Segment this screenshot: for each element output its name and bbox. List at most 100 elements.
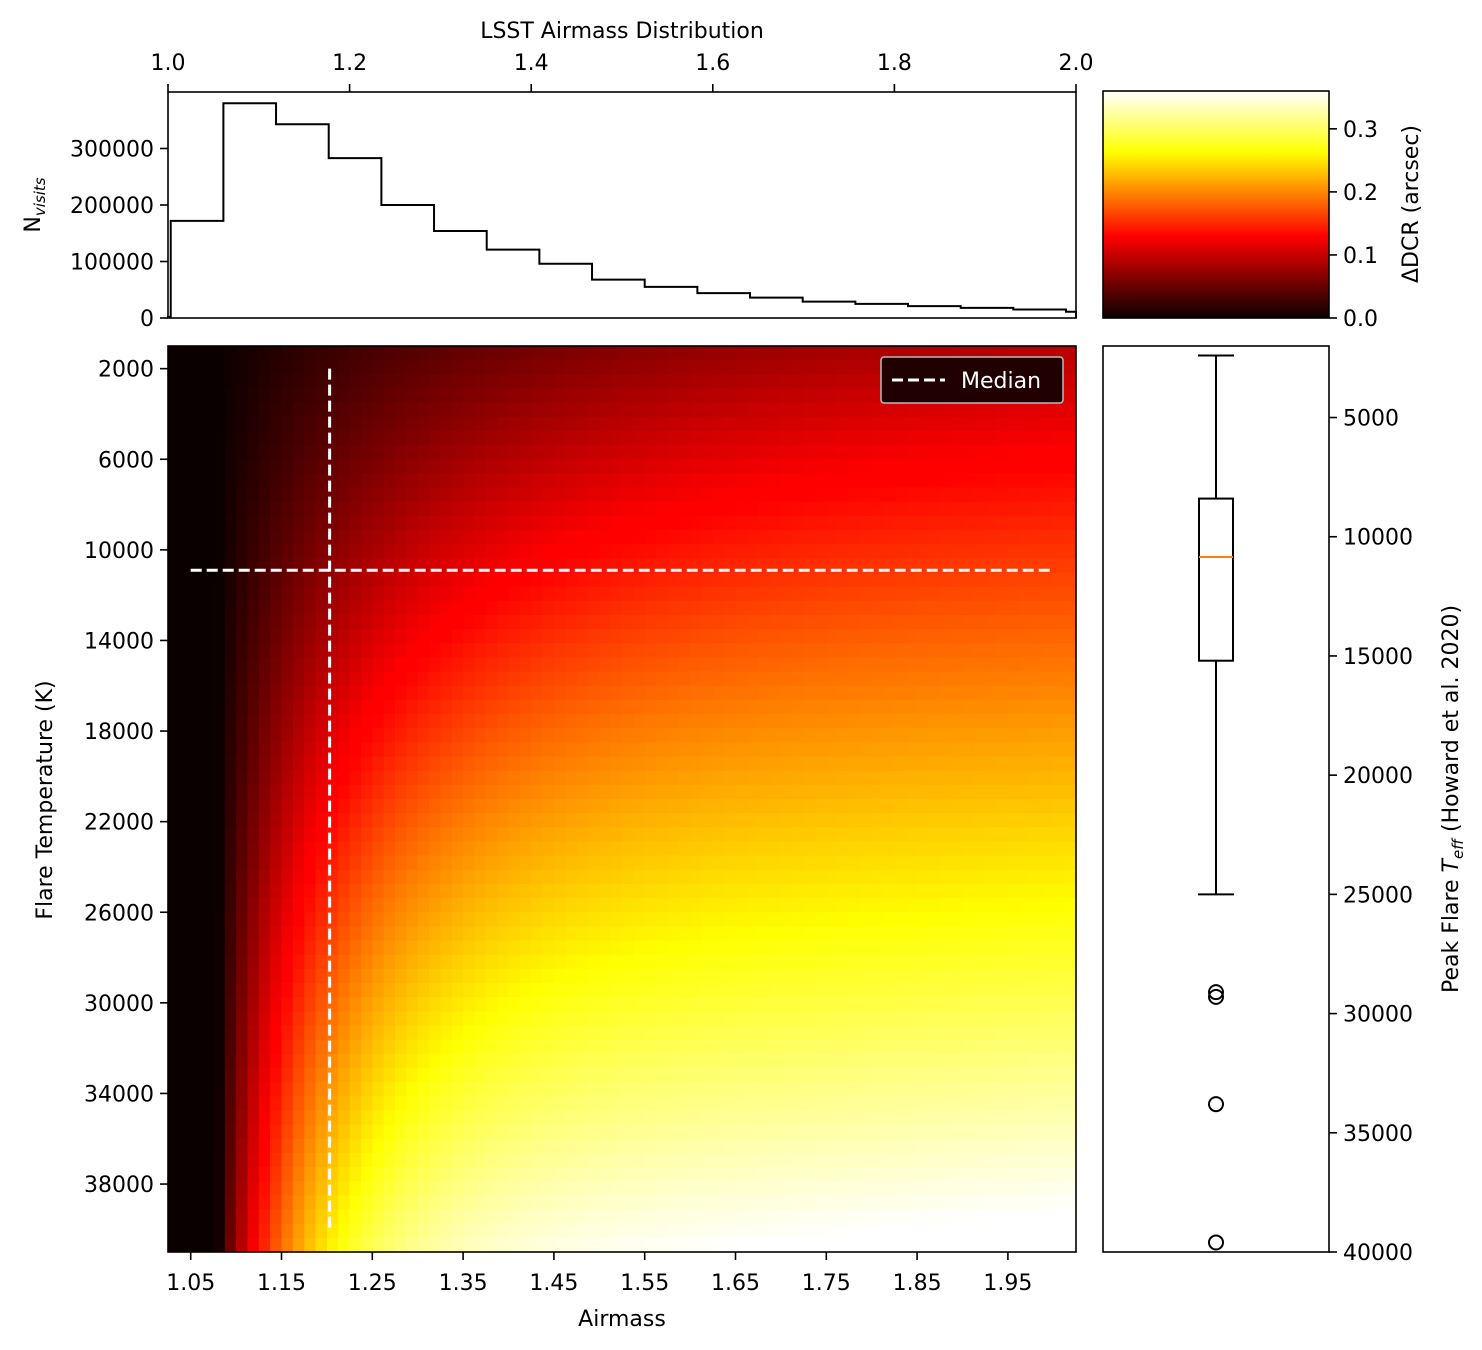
heatmap-cell [1064,1110,1076,1126]
heatmap-cell [179,614,192,630]
heatmap-cell [860,1195,873,1211]
heatmap-cell [372,1039,385,1055]
heatmap-cell [463,572,476,588]
heatmap-cell [917,912,930,928]
heatmap-cell [1064,827,1076,843]
heatmap-cell [485,898,498,913]
heatmap-cell [746,459,759,475]
heatmap-cell [190,813,203,828]
heatmap-cell [519,643,532,659]
heatmap-cell [633,1181,646,1196]
heatmap-cell [349,1053,362,1069]
heatmap-cell [553,1110,566,1126]
heatmap-cell [735,487,748,503]
heatmap-cell [349,1124,362,1140]
heatmap-cell [338,1152,351,1168]
heatmap-cell [973,827,986,843]
heatmap-cell [883,402,895,418]
heatmap-cell [519,685,532,701]
heatmap-cell [519,997,532,1012]
heatmap-cell [372,997,385,1012]
heatmap-cell [928,657,941,673]
heatmap-cell [985,1195,998,1211]
heatmap-cell [701,402,714,418]
heatmap-cell [429,742,441,758]
heatmap-cell [678,459,691,475]
heatmap-cell [542,728,555,743]
heatmap-cell [633,841,646,857]
heatmap-cell [519,614,532,630]
heatmap-cell [758,1124,771,1140]
heatmap-cell [678,714,691,729]
heatmap-cell [247,699,260,715]
heatmap-cell [429,940,441,956]
heatmap-cell [803,360,816,375]
heatmap-cell [281,742,294,758]
heatmap-cell [281,1195,294,1211]
heatmap-cell [746,1011,759,1027]
heatmap-cell [315,586,328,602]
heatmap-cell [769,614,782,630]
heatmap-cell [292,883,305,899]
heatmap-cell [826,869,839,885]
heatmap-cell [485,1124,498,1140]
heatmap-cell [258,756,271,772]
heatmap-cell [553,1053,566,1069]
heatmap-cell [395,869,407,885]
heatmap-cell [996,1167,1009,1182]
heatmap-cell [837,515,850,531]
heatmap-cell [270,1223,283,1239]
heatmap-cell [622,629,634,644]
heatmap-cell [633,501,646,517]
heatmap-cell [849,487,861,503]
heatmap-cell [213,997,226,1012]
heatmap-cell [803,997,816,1012]
heatmap-cell [769,883,782,899]
heatmap-cell [326,699,339,715]
heatmap-cell [883,614,895,630]
heatmap-cell [996,1096,1009,1112]
heatmap-cell [372,1011,385,1027]
heatmap-cell [236,1096,249,1112]
heatmap-cell [769,657,782,673]
heatmap-cell [939,799,952,814]
heatmap-cell [1030,473,1043,489]
heatmap-cell [849,1209,861,1225]
heatmap-cell [429,1167,441,1182]
heatmap-cell [451,430,464,446]
heatmap-cell [236,1039,249,1055]
heatmap-cell [633,1053,646,1069]
heatmap-cell [213,487,226,503]
heatmap-cell [939,430,952,446]
heatmap-cell [883,671,895,687]
heatmap-cell [519,558,532,574]
heatmap-cell [633,997,646,1012]
heatmap-cell [553,643,566,659]
heatmap-cell [939,756,952,772]
heatmap-cell [587,445,600,460]
heatmap-cell [1030,813,1043,828]
heatmap-cell [814,614,827,630]
heatmap-cell [769,1096,782,1112]
heatmap-cell [247,1025,260,1041]
heatmap-cell [1019,827,1032,843]
heatmap-cell [917,1067,930,1083]
heatmap-cell [712,1124,725,1140]
heatmap-cell [746,346,759,361]
heatmap-cell [883,1110,895,1126]
heatmap-cell [326,402,339,418]
heatmap-cell [202,430,214,446]
heatmap-cell [542,515,555,531]
heatmap-cell [860,1053,873,1069]
heatmap-cell [667,1067,680,1083]
heatmap-cell [587,855,600,871]
heatmap-cell [701,671,714,687]
heatmap-cell [758,430,771,446]
heatmap-cell [769,473,782,489]
heatmap-cell [576,544,589,559]
heatmap-cell [497,430,510,446]
heatmap-cell [599,430,612,446]
heatmap-cell [633,1039,646,1055]
heatmap-cell [531,799,544,814]
heatmap-cell [917,629,930,644]
